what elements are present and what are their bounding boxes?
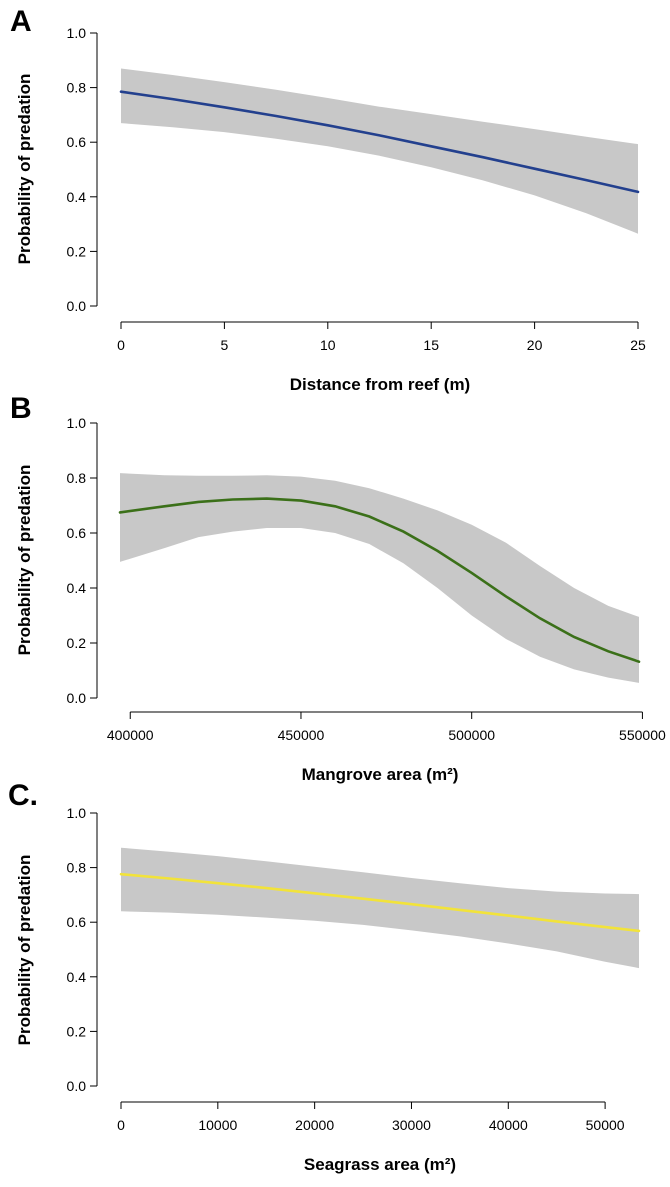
x-axis-title: Distance from reef (m) (290, 375, 470, 394)
y-tick-label: 0.6 (67, 914, 87, 930)
x-tick-label: 550000 (619, 727, 666, 743)
x-tick-label: 15 (423, 337, 439, 353)
x-tick-label: 0 (117, 1117, 125, 1133)
y-tick-label: 0.8 (67, 860, 87, 876)
confidence-band (121, 69, 638, 234)
y-tick-label: 0.8 (67, 80, 87, 96)
y-tick-label: 0.0 (67, 690, 87, 706)
panel-label: A (10, 5, 32, 38)
x-tick-label: 0 (117, 337, 125, 353)
y-tick-label: 0.6 (67, 525, 87, 541)
x-tick-label: 450000 (278, 727, 325, 743)
y-axis: 0.0 0.2 0.4 0.6 0.8 1.0 (67, 415, 97, 706)
y-tick-label: 0.8 (67, 470, 87, 486)
panel-label: B (10, 392, 32, 425)
x-tick-label: 40000 (489, 1117, 528, 1133)
y-axis: 0.0 0.2 0.4 0.6 0.8 1.0 (67, 805, 97, 1094)
y-tick-label: 0.2 (67, 1023, 87, 1039)
x-tick-label: 50000 (586, 1117, 625, 1133)
x-axis: 400000 450000 500000 550000 (107, 712, 666, 743)
x-tick-label: 10 (320, 337, 336, 353)
panel-b: B 0.0 0.2 0.4 0.6 0.8 1.0 400000 450000 500000 5… (10, 392, 666, 784)
x-tick-label: 400000 (107, 727, 154, 743)
panel-c: C. 0.0 0.2 0.4 0.6 0.8 1.0 0 10000 20000 30000 40… (8, 779, 639, 1174)
x-tick-label: 5 (221, 337, 229, 353)
y-tick-label: 0.0 (67, 1078, 87, 1094)
x-axis: 0 10000 20000 30000 40000 50000 (117, 1102, 625, 1133)
x-tick-label: 500000 (448, 727, 495, 743)
y-tick-label: 0.4 (67, 189, 87, 205)
y-tick-label: 1.0 (67, 415, 87, 431)
x-tick-label: 20 (527, 337, 543, 353)
y-tick-label: 0.4 (67, 969, 87, 985)
y-tick-label: 0.0 (67, 298, 87, 314)
y-axis-title: Probability of predation (15, 74, 34, 265)
x-tick-label: 20000 (295, 1117, 334, 1133)
x-axis-title: Seagrass area (m²) (304, 1155, 456, 1174)
y-tick-label: 0.2 (67, 243, 87, 259)
confidence-band (120, 473, 639, 683)
y-tick-label: 0.6 (67, 134, 87, 150)
x-axis-title: Mangrove area (m²) (302, 765, 459, 784)
y-axis-title: Probability of predation (15, 465, 34, 656)
y-tick-label: 1.0 (67, 805, 87, 821)
panel-a: A 0.0 0.2 0.4 0.6 0.8 1.0 0 5 10 15 20 25 Distance… (10, 5, 646, 394)
panel-label: C. (8, 779, 38, 812)
y-tick-label: 1.0 (67, 25, 87, 41)
x-axis: 0 5 10 15 20 25 (117, 322, 646, 353)
x-tick-label: 30000 (392, 1117, 431, 1133)
y-tick-label: 0.4 (67, 580, 87, 596)
x-tick-label: 25 (630, 337, 646, 353)
x-tick-label: 10000 (198, 1117, 237, 1133)
y-tick-label: 0.2 (67, 635, 87, 651)
y-axis-title: Probability of predation (15, 855, 34, 1046)
y-axis: 0.0 0.2 0.4 0.6 0.8 1.0 (67, 25, 97, 314)
confidence-band (121, 848, 639, 968)
